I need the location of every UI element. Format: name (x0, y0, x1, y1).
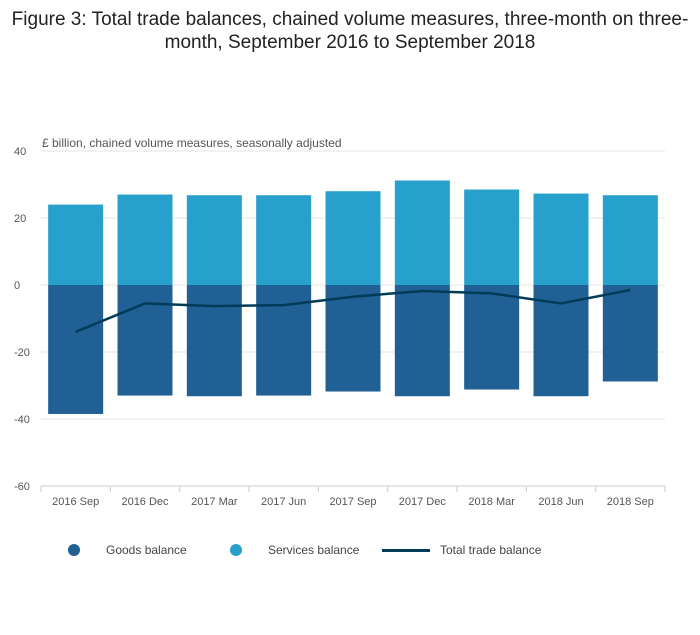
legend-label-total: Total trade balance (440, 543, 542, 557)
x-tick-label: 2018 Sep (607, 496, 654, 508)
services-swatch-icon (230, 544, 242, 556)
legend-item-services[interactable]: Services balance (230, 536, 359, 564)
y-tick-label: 20 (14, 213, 26, 225)
x-tick-label: 2017 Jun (261, 496, 306, 508)
legend-label-services: Services balance (268, 543, 360, 557)
services-bar (464, 189, 520, 285)
goods-bar (464, 285, 520, 390)
y-tick-label: 0 (14, 280, 20, 292)
x-tick-label: 2018 Mar (468, 496, 515, 508)
services-bar (186, 195, 242, 285)
goods-bar (186, 285, 242, 397)
x-tick-label: 2016 Sep (52, 496, 99, 508)
x-tick-label: 2017 Sep (329, 496, 376, 508)
services-bar (602, 195, 658, 285)
goods-swatch-icon (68, 544, 80, 556)
services-bar (394, 180, 450, 285)
x-tick-label: 2018 Jun (538, 496, 583, 508)
services-bar (325, 191, 381, 285)
y-tick-label: -60 (14, 481, 30, 493)
goods-bar (394, 285, 450, 397)
y-tick-label: -20 (14, 347, 30, 359)
legend-item-total[interactable]: Total trade balance (382, 536, 541, 564)
x-tick-label: 2016 Dec (121, 496, 169, 508)
goods-bar (602, 285, 658, 382)
total-line-swatch-icon (382, 548, 430, 552)
y-axis-unit-label: £ billion, chained volume measures, seas… (42, 136, 342, 150)
services-bar (533, 193, 589, 285)
goods-bar (117, 285, 173, 396)
services-bar (117, 194, 173, 285)
goods-bar (325, 285, 381, 392)
goods-bar (48, 285, 104, 414)
legend-item-goods[interactable]: Goods balance (68, 536, 187, 564)
legend-label-goods: Goods balance (106, 543, 187, 557)
y-tick-label: -40 (14, 414, 30, 426)
legend: Goods balance Services balance Total tra… (0, 536, 700, 564)
services-bar (256, 195, 312, 285)
y-tick-label: 40 (14, 146, 26, 158)
x-tick-label: 2017 Dec (399, 496, 447, 508)
chart-title: Figure 3: Total trade balances, chained … (11, 9, 689, 53)
x-tick-label: 2017 Mar (191, 496, 238, 508)
services-bar (48, 204, 104, 285)
